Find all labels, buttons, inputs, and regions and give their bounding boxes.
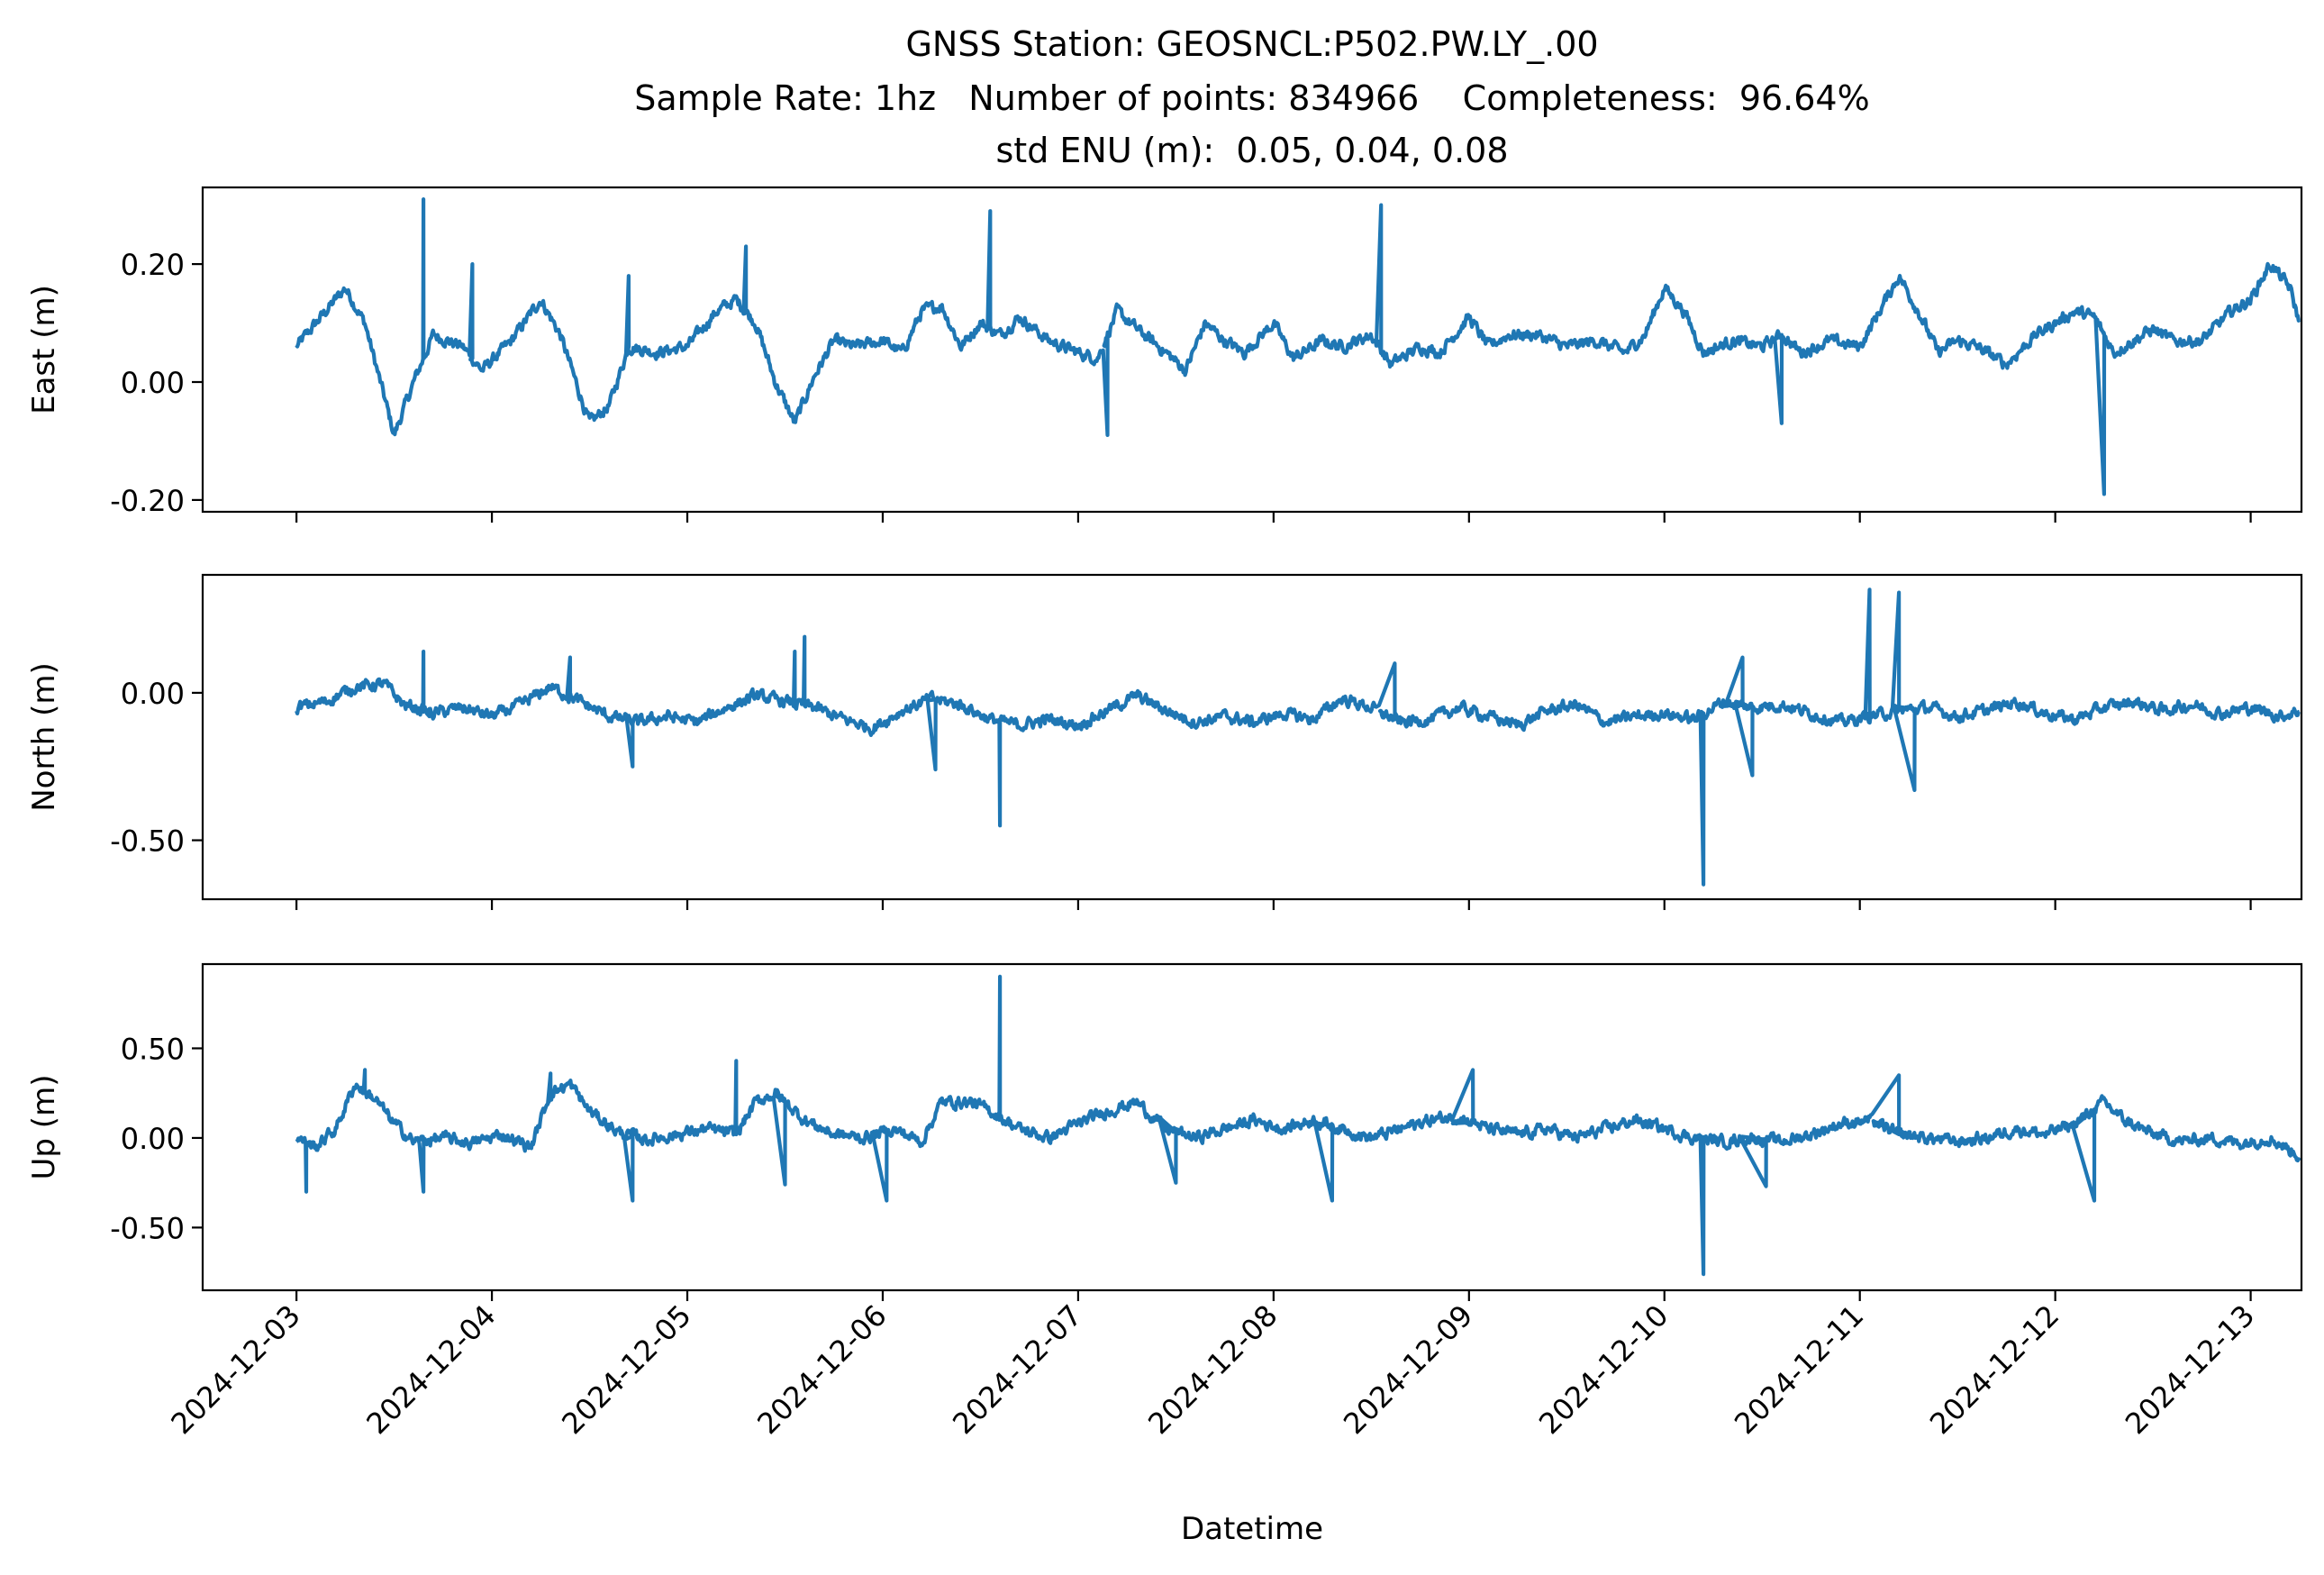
title-line-3: std ENU (m): 0.05, 0.04, 0.08	[996, 131, 1509, 170]
title-line-2: Sample Rate: 1hz Number of points: 83496…	[634, 78, 1869, 118]
up-ytick-label: 0.00	[121, 1122, 185, 1156]
up-series-line	[295, 974, 2301, 1277]
up-y-axis-label: Up (m)	[26, 1075, 62, 1180]
north-y-axis-label: North (m)	[26, 662, 62, 812]
north-series-line	[295, 587, 2301, 887]
east-axes-frame	[201, 186, 2303, 514]
up-ytick-label: -0.50	[110, 1211, 185, 1245]
east-y-axis-label: East (m)	[26, 285, 62, 414]
north-ytick-label: -0.50	[110, 824, 185, 859]
up-axes-frame	[201, 962, 2303, 1292]
east-series-line	[295, 197, 2301, 496]
title-line-1: GNSS Station: GEOSNCL:P502.PW.LY_.00	[905, 24, 1598, 64]
up-ytick-label: 0.50	[121, 1032, 185, 1066]
up-panel: -0.50 0.00 0.50 Up (m)	[26, 962, 2303, 1301]
east-panel: -0.20 0.00 0.20 East (m)	[26, 186, 2303, 523]
north-axes-frame	[201, 573, 2303, 901]
north-ytick-label: 0.00	[121, 677, 185, 711]
east-ytick-label: 0.20	[121, 248, 185, 282]
north-panel: -0.50 0.00 North (m)	[26, 573, 2303, 910]
east-ytick-label: 0.00	[121, 366, 185, 400]
x-axis-label: Datetime	[1181, 1511, 1323, 1547]
east-ytick-label: -0.20	[110, 484, 185, 518]
